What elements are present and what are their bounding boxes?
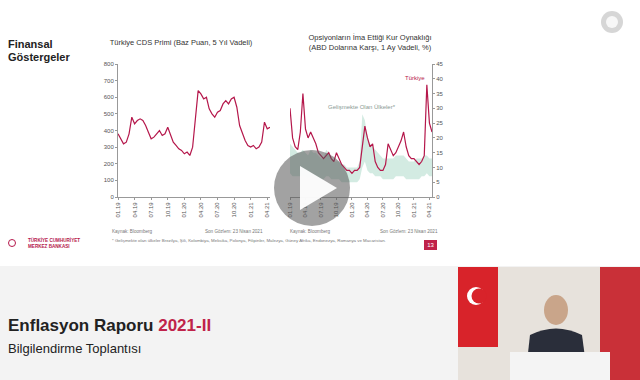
svg-text:01.19: 01.19 [287, 202, 293, 218]
svg-text:5: 5 [436, 179, 440, 185]
svg-text:04.19: 04.19 [132, 202, 138, 218]
svg-text:40: 40 [436, 76, 443, 82]
svg-text:0: 0 [110, 194, 114, 200]
svg-text:04.20: 04.20 [364, 202, 370, 218]
html-text:TÜRKİYE CUMHURİYET MERKEZ BANK: TÜRKİYE CUMHURİYET MERKEZ BANKASI [28, 238, 81, 249]
svg-text:400: 400 [104, 128, 115, 134]
svg-text:10.20: 10.20 [231, 202, 237, 218]
svg-text:15: 15 [436, 150, 443, 156]
svg-text:Gelişmekte Olan Ülkeler*: Gelişmekte Olan Ülkeler* [328, 104, 396, 110]
svg-text:700: 700 [104, 78, 115, 84]
svg-text:04.21: 04.21 [264, 202, 270, 218]
svg-text:01.20: 01.20 [181, 202, 187, 218]
svg-text:07.19: 07.19 [148, 202, 154, 218]
html-text:Finansal Göstergeler: Finansal Göstergeler [8, 38, 70, 63]
html-text:Son Gözlem: 23 Nisan 2021: Son Gözlem: 23 Nisan 2021 [380, 229, 438, 234]
svg-text:04.21: 04.21 [426, 202, 432, 218]
svg-text:300: 300 [104, 144, 115, 150]
svg-text:07.19: 07.19 [318, 202, 324, 218]
html-text:Enflasyon Raporu 2021-II: Enflasyon Raporu 2021-II [8, 316, 212, 335]
svg-text:800: 800 [104, 61, 115, 67]
svg-text:01.21: 01.21 [248, 202, 254, 218]
html-text:13: 13 [427, 242, 434, 248]
svg-text:25: 25 [436, 120, 443, 126]
svg-text:20: 20 [436, 135, 443, 141]
svg-text:10.19: 10.19 [333, 202, 339, 218]
html-text:* Gelişmekte olan ülkeler Brez: * Gelişmekte olan ülkeler Brezilya, Şili… [112, 238, 386, 243]
svg-text:07.20: 07.20 [380, 202, 386, 218]
svg-text:Türkiye CDS Primi (Baz Puan, 5: Türkiye CDS Primi (Baz Puan, 5 Yıl Vadel… [110, 38, 253, 47]
svg-text:10.20: 10.20 [395, 202, 401, 218]
svg-text:07.20: 07.20 [214, 202, 220, 218]
svg-text:600: 600 [104, 94, 115, 100]
svg-text:35: 35 [436, 91, 443, 97]
svg-text:01.20: 01.20 [349, 202, 355, 218]
svg-text:45: 45 [436, 61, 443, 67]
svg-text:0: 0 [436, 194, 440, 200]
svg-text:200: 200 [104, 161, 115, 167]
svg-text:04.19: 04.19 [302, 202, 308, 218]
svg-text:30: 30 [436, 105, 443, 111]
html-text:Son Gözlem: 23 Nisan 2021: Son Gözlem: 23 Nisan 2021 [205, 229, 263, 234]
html-text:Bilgilendirme Toplantısı: Bilgilendirme Toplantısı [8, 341, 142, 356]
svg-text:Opsiyonların İma Ettiği Kur Oy: Opsiyonların İma Ettiği Kur Oynaklığı(AB… [309, 33, 432, 52]
svg-text:10.19: 10.19 [165, 202, 171, 218]
svg-text:01.21: 01.21 [411, 202, 417, 218]
svg-text:10: 10 [436, 165, 443, 171]
svg-text:01.19: 01.19 [115, 202, 121, 218]
svg-text:500: 500 [104, 111, 115, 117]
html-text:Kaynak: Bloomberg: Kaynak: Bloomberg [112, 229, 153, 234]
svg-text:100: 100 [104, 177, 115, 183]
svg-text:04.20: 04.20 [198, 202, 204, 218]
html-text:Kaynak: Bloomberg: Kaynak: Bloomberg [290, 229, 331, 234]
svg-text:Türkiye: Türkiye [405, 75, 425, 81]
